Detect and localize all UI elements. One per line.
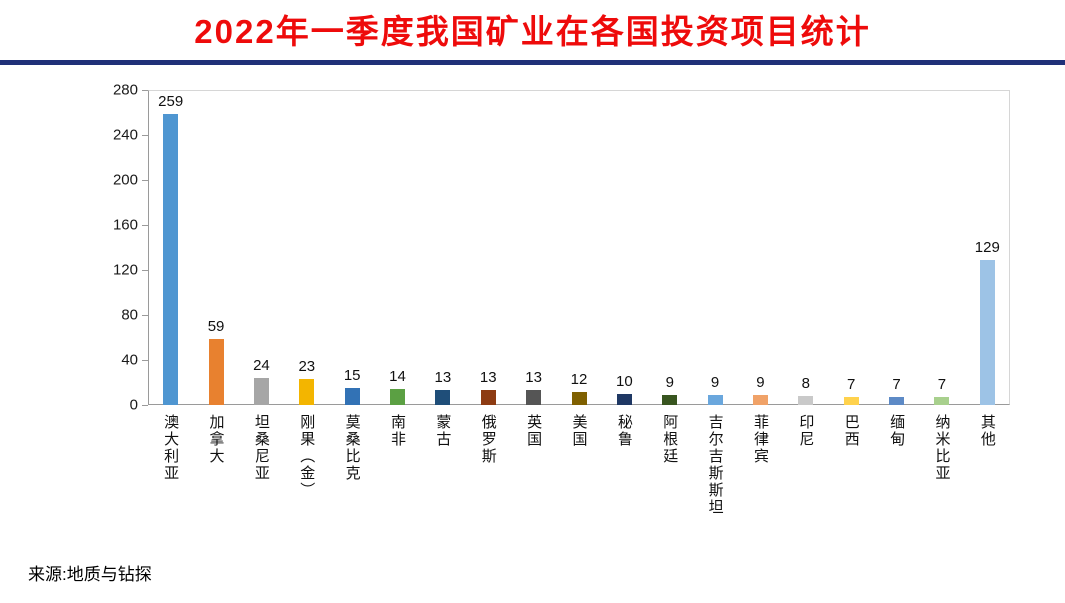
x-category-label: 英国 <box>525 414 543 448</box>
x-category-label: 阿根廷 <box>661 414 679 465</box>
bar <box>435 390 451 405</box>
x-category-label: 菲律宾 <box>751 414 769 465</box>
y-tick-mark <box>142 135 148 136</box>
x-category-label: 刚果（金） <box>298 414 316 499</box>
x-category-label: 俄罗斯 <box>479 414 497 465</box>
source-note: 来源:地质与钻探 <box>28 565 152 584</box>
bar <box>752 394 768 405</box>
x-category-label: 澳大利亚 <box>162 414 180 482</box>
bar-value-label: 9 <box>756 373 765 391</box>
y-tick-label: 160 <box>112 216 138 234</box>
title-divider <box>0 60 1065 65</box>
x-category-label: 印尼 <box>797 414 815 448</box>
bar-value-label: 13 <box>479 369 497 387</box>
bar-value-label: 7 <box>937 376 947 394</box>
y-tick-label: 200 <box>112 171 138 189</box>
page-title: 2022年一季度我国矿业在各国投资项目统计 <box>194 13 871 50</box>
bar <box>253 378 269 405</box>
x-category-label: 巴西 <box>842 414 860 448</box>
bar-value-label: 7 <box>847 376 856 394</box>
y-tick-label: 80 <box>121 306 138 324</box>
y-tick-label: 240 <box>112 126 138 144</box>
bar <box>571 391 587 405</box>
y-tick-label: 0 <box>129 396 138 414</box>
y-tick-label: 40 <box>121 351 138 369</box>
x-category-label: 缅甸 <box>888 414 906 448</box>
bar <box>526 390 542 405</box>
y-tick-mark <box>142 225 148 226</box>
y-tick-label: 120 <box>112 261 138 279</box>
x-category-label: 莫桑比克 <box>343 414 361 482</box>
y-tick-mark <box>142 405 148 406</box>
bar <box>208 338 224 405</box>
y-tick-mark <box>142 270 148 271</box>
bar-value-label: 129 <box>974 238 1000 256</box>
x-category-label: 纳米比亚 <box>933 414 951 482</box>
bar <box>344 388 360 405</box>
bar-value-label: 9 <box>710 373 720 391</box>
bar-value-label: 59 <box>207 317 225 335</box>
bar <box>934 397 950 405</box>
x-category-label: 美国 <box>570 414 588 448</box>
bar-value-label: 9 <box>665 373 674 391</box>
bar-value-label: 7 <box>892 376 901 394</box>
y-tick-mark <box>142 90 148 91</box>
bar-value-label: 15 <box>343 367 361 385</box>
bar-value-label: 14 <box>389 368 406 386</box>
bar <box>616 393 632 405</box>
bar-value-label: 23 <box>298 358 316 376</box>
bar <box>163 113 179 405</box>
bar <box>798 396 814 405</box>
x-category-label: 坦桑尼亚 <box>252 414 270 482</box>
x-category-label: 秘鲁 <box>615 414 633 448</box>
bar <box>707 394 723 405</box>
bar-value-label: 13 <box>434 369 452 387</box>
bar <box>390 389 406 405</box>
bar <box>979 259 995 405</box>
y-tick-label: 280 <box>112 81 138 99</box>
y-tick-mark <box>142 180 148 181</box>
bar <box>480 390 496 405</box>
y-tick-mark <box>142 360 148 361</box>
x-category-label: 吉尔吉斯斯坦 <box>706 414 724 516</box>
plot-area <box>148 90 1010 405</box>
x-category-label: 南非 <box>389 414 407 448</box>
y-tick-mark <box>142 315 148 316</box>
bar-value-label: 12 <box>570 370 588 388</box>
bar <box>662 394 678 405</box>
bar <box>299 379 315 405</box>
bar <box>843 397 859 405</box>
bar <box>889 397 905 405</box>
x-category-label: 蒙古 <box>434 414 452 448</box>
bar-value-label: 13 <box>525 369 542 387</box>
x-category-label: 加拿大 <box>207 414 225 465</box>
bar-value-label: 24 <box>253 357 270 374</box>
x-category-label: 其他 <box>978 414 996 448</box>
bar-value-label: 8 <box>801 375 810 392</box>
bar-value-label: 259 <box>158 92 184 110</box>
bar-value-label: 10 <box>616 372 633 390</box>
